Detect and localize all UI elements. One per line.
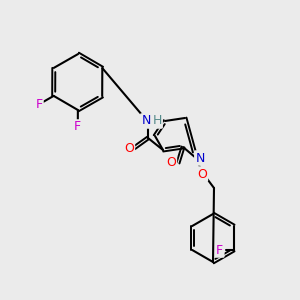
- Text: F: F: [74, 121, 81, 134]
- Text: H: H: [152, 115, 162, 128]
- Text: O: O: [197, 167, 207, 181]
- Text: F: F: [35, 98, 43, 111]
- Text: N: N: [195, 152, 205, 164]
- Text: F: F: [216, 244, 223, 256]
- Text: O: O: [166, 157, 176, 169]
- Text: O: O: [124, 142, 134, 154]
- Text: N: N: [141, 115, 151, 128]
